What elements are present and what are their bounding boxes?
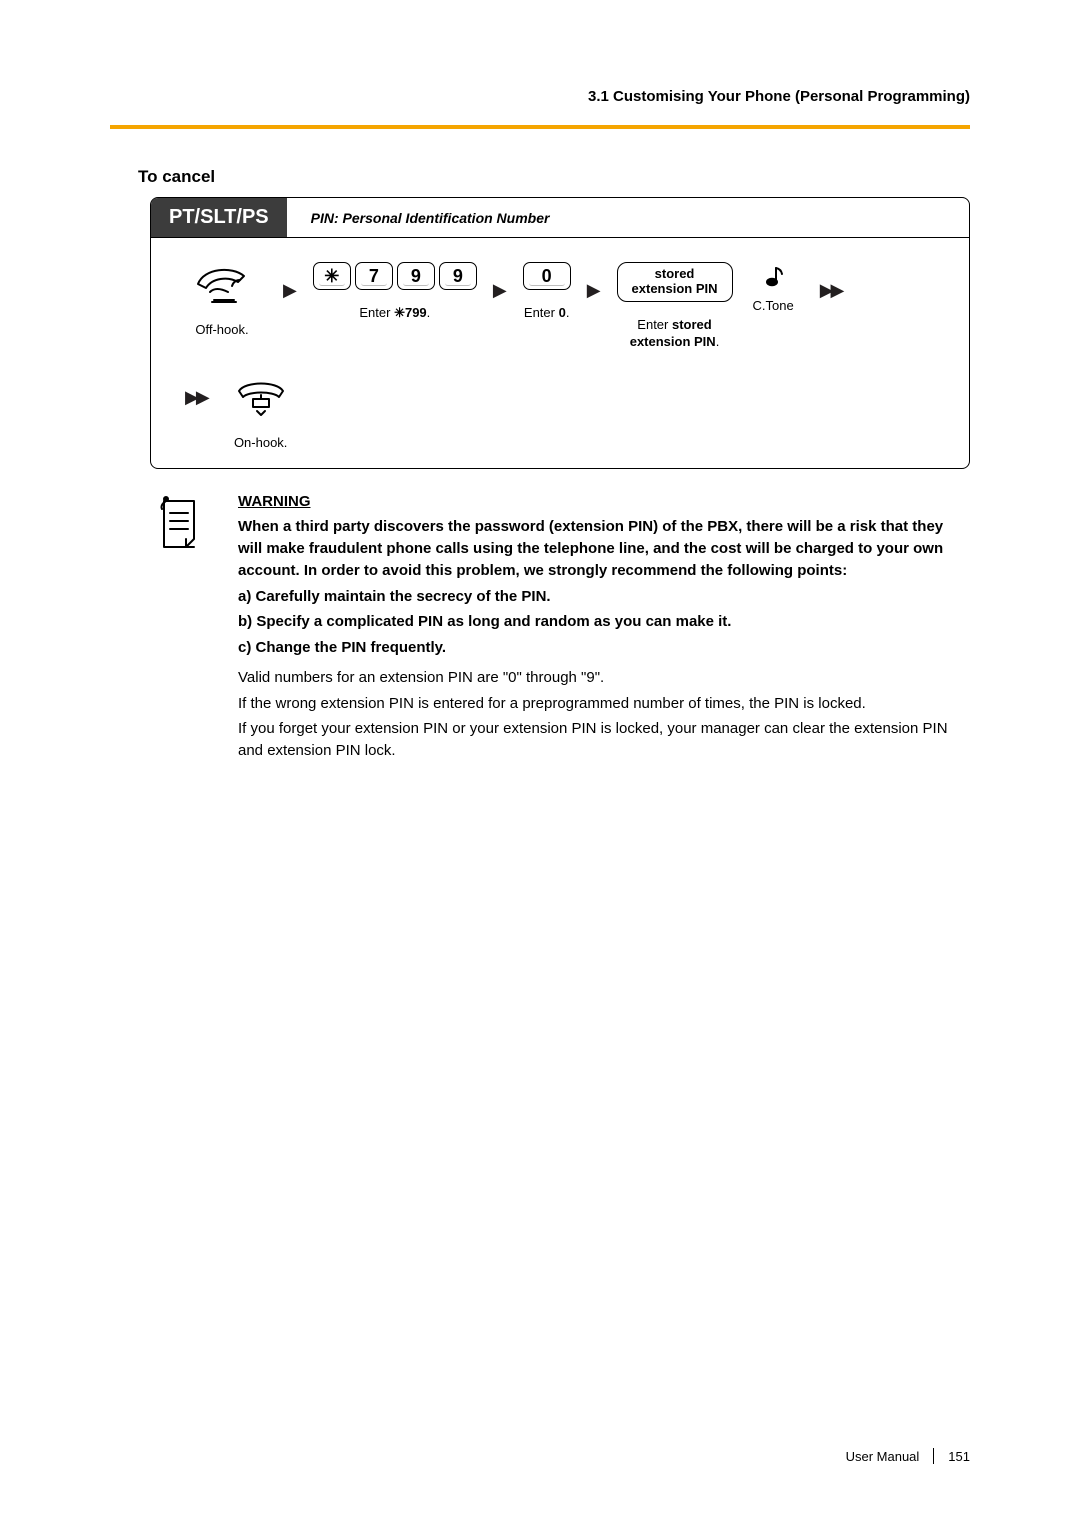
breadcrumb: 3.1 Customising Your Phone (Personal Pro…	[110, 88, 970, 105]
ctone-label: C.Tone	[753, 297, 794, 315]
section-title: To cancel	[138, 167, 970, 187]
zero-label: Enter 0.	[524, 304, 570, 322]
warning-body: When a third party discovers the passwor…	[238, 516, 970, 581]
code-keys: ✳ 7 9 9	[313, 262, 477, 290]
ctone-icon	[758, 262, 788, 295]
footer-page: 151	[948, 1449, 970, 1464]
arrow-icon	[283, 280, 297, 301]
arrow-double-icon	[820, 280, 842, 301]
header-rule	[110, 125, 970, 129]
warning-note-3: If you forget your extension PIN or your…	[238, 718, 970, 762]
footer: User Manual 151	[846, 1448, 970, 1464]
procedure-box: PT/SLT/PS PIN: Personal Identification N…	[150, 197, 970, 469]
flow-row-1: Off-hook. ✳ 7 9 9 Enter ✳799.	[177, 262, 943, 351]
key-0: 0	[523, 262, 571, 290]
step-ctone: C.Tone	[753, 262, 794, 315]
key-9a: 9	[397, 262, 435, 290]
key-9b: 9	[439, 262, 477, 290]
warning-note-1: Valid numbers for an extension PIN are "…	[238, 667, 970, 689]
warning-block: WARNING When a third party discovers the…	[150, 491, 970, 766]
arrow-icon	[587, 280, 601, 301]
offhook-icon	[192, 262, 252, 307]
pin-box: stored extension PIN	[617, 262, 733, 302]
warning-point-a: a) Carefully maintain the secrecy of the…	[238, 586, 970, 608]
warning-point-b: b) Specify a complicated PIN as long and…	[238, 611, 970, 633]
onhook-label: On-hook.	[234, 434, 287, 452]
step-onhook: On-hook.	[231, 377, 291, 452]
key-star: ✳	[313, 262, 351, 290]
note-icon	[150, 491, 210, 766]
header-note: PIN: Personal Identification Number	[311, 210, 550, 226]
key-7: 7	[355, 262, 393, 290]
flow-row-2: On-hook.	[185, 377, 943, 452]
onhook-icon	[231, 377, 291, 420]
pin-label: Enter storedextension PIN.	[630, 316, 720, 351]
warning-point-c: c) Change the PIN frequently.	[238, 637, 970, 659]
step-pin: stored extension PIN Enter storedextensi…	[617, 262, 733, 351]
arrow-icon	[493, 280, 507, 301]
warning-note-2: If the wrong extension PIN is entered fo…	[238, 693, 970, 715]
step-code: ✳ 7 9 9 Enter ✳799.	[313, 262, 477, 322]
warning-text: WARNING When a third party discovers the…	[238, 491, 970, 766]
step-offhook: Off-hook.	[177, 262, 267, 339]
footer-manual: User Manual	[846, 1449, 920, 1464]
code-label: Enter ✳799.	[359, 304, 430, 322]
offhook-label: Off-hook.	[195, 321, 248, 339]
step-zero: 0 Enter 0.	[523, 262, 571, 322]
warning-title: WARNING	[238, 493, 311, 510]
arrow-double-icon	[185, 387, 207, 408]
footer-divider	[933, 1448, 934, 1464]
procedure-header: PT/SLT/PS PIN: Personal Identification N…	[151, 198, 969, 238]
device-badge: PT/SLT/PS	[151, 198, 287, 237]
